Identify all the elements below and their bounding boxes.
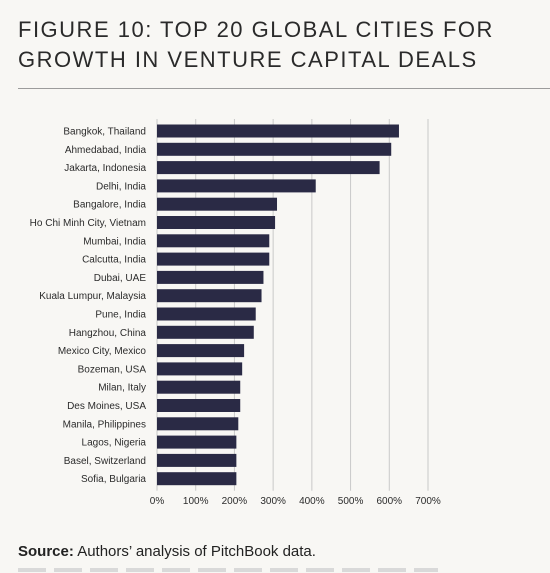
figure-title: FIGURE 10: TOP 20 GLOBAL CITIES FOR GROW… <box>18 15 538 75</box>
bar <box>157 216 276 229</box>
bar <box>157 435 237 449</box>
bar <box>157 234 270 248</box>
bar <box>157 362 243 376</box>
bar <box>157 472 237 486</box>
title-divider <box>18 88 550 89</box>
x-tick-label: 0% <box>150 496 165 507</box>
category-label: Milan, Italy <box>98 383 146 394</box>
x-tick-label: 100% <box>183 496 209 507</box>
bar-chart: 0% 100% 200% 300% 400% 500% 600% 700% Bangkok, T… <box>30 119 441 507</box>
x-tick-label: 500% <box>338 496 364 507</box>
bar <box>157 161 380 175</box>
category-label: Mumbai, India <box>83 236 146 247</box>
bar <box>157 325 254 339</box>
x-tick-label: 300% <box>260 496 286 507</box>
x-tick-label: 400% <box>299 496 325 507</box>
x-tick-label: 700% <box>415 496 441 507</box>
category-label: Ahmedabad, India <box>65 145 147 156</box>
source-text: Authors’ analysis of PitchBook data. <box>73 543 316 560</box>
x-tick-label: 600% <box>376 496 402 507</box>
bar <box>157 179 316 193</box>
bar <box>157 289 262 303</box>
bar <box>157 270 264 284</box>
figure-title-line-2: GROWTH IN VENTURE CAPITAL DEALS <box>18 47 478 72</box>
figure-title-line-1: FIGURE 10: TOP 20 GLOBAL CITIES FOR <box>18 17 494 42</box>
category-label: Bangkok, Thailand <box>63 127 146 138</box>
bar <box>157 380 241 394</box>
category-label: Ho Chi Minh City, Vietnam <box>30 218 146 229</box>
bar <box>157 252 270 266</box>
category-label: Hangzhou, China <box>69 328 147 339</box>
category-label: Bangalore, India <box>73 200 146 211</box>
bar <box>157 307 256 321</box>
bar <box>157 417 239 431</box>
bar <box>157 344 245 358</box>
x-tick-label: 200% <box>222 496 248 507</box>
category-label: Calcutta, India <box>82 255 146 266</box>
bar <box>157 142 392 156</box>
bar <box>157 399 241 412</box>
source-note: Source: Authors’ analysis of PitchBook d… <box>18 543 316 560</box>
bar <box>157 124 399 138</box>
bar <box>157 453 237 467</box>
cut-off-text-line <box>18 568 438 572</box>
category-label: Sofia, Bulgaria <box>81 474 146 485</box>
category-label: Des Moines, USA <box>67 401 146 412</box>
category-label: Kuala Lumpur, Malaysia <box>39 291 146 302</box>
category-label: Pune, India <box>95 310 146 321</box>
category-label: Delhi, India <box>96 181 146 192</box>
category-label: Mexico City, Mexico <box>58 346 147 357</box>
category-label: Lagos, Nigeria <box>82 438 147 449</box>
category-label: Jakarta, Indonesia <box>64 163 146 174</box>
category-label: Bozeman, USA <box>78 364 147 375</box>
category-label: Basel, Switzerland <box>64 456 146 467</box>
category-label: Manila, Philippines <box>63 419 146 430</box>
category-label: Dubai, UAE <box>94 273 147 284</box>
bar <box>157 197 278 211</box>
source-label: Source: <box>18 543 74 560</box>
